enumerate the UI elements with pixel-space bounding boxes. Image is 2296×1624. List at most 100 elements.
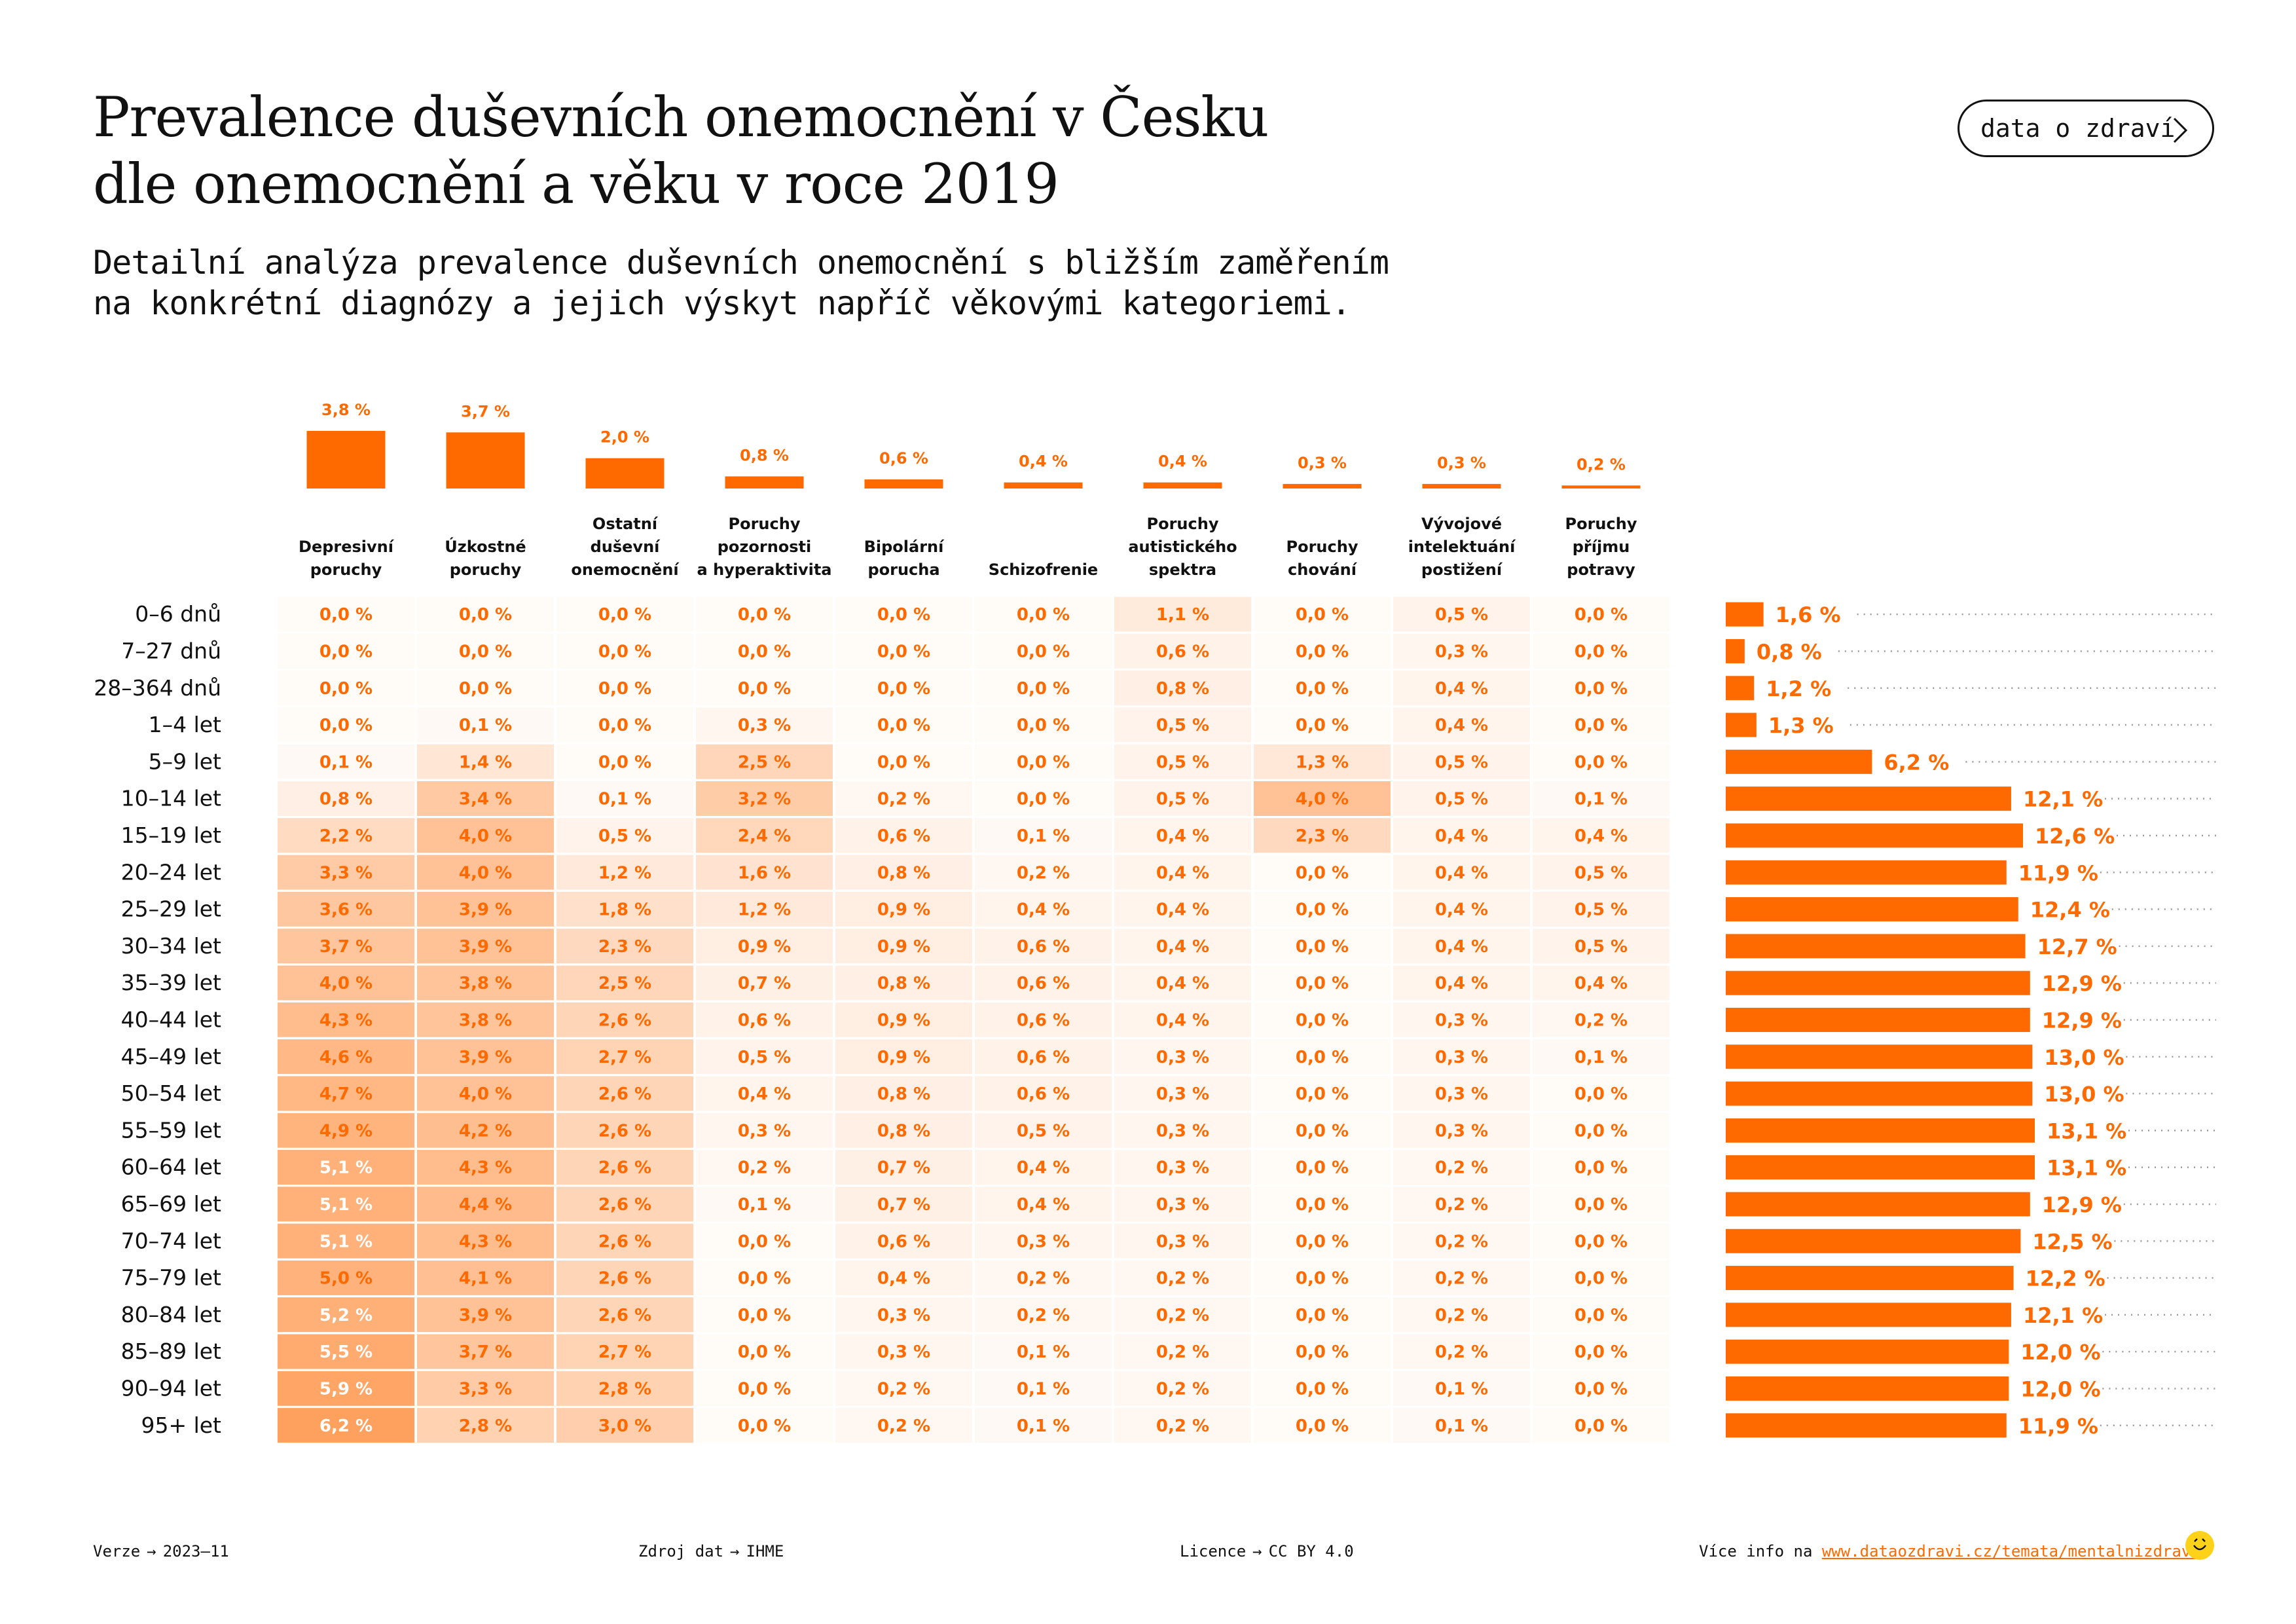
heatmap-cell-value: 0,1 % bbox=[738, 1195, 791, 1215]
heatmap-cell bbox=[1393, 1150, 1530, 1185]
heatmap-cell bbox=[835, 1150, 972, 1185]
heatmap-cell-value: 2,6 % bbox=[598, 1306, 651, 1325]
heatmap-cell bbox=[975, 965, 1112, 1001]
heatmap-cell bbox=[417, 1297, 554, 1333]
heatmap-cell bbox=[1393, 1039, 1530, 1075]
heatmap-cell bbox=[556, 1076, 693, 1111]
heatmap-cell bbox=[1254, 1187, 1391, 1222]
heatmap-cell-value: 3,9 % bbox=[459, 1306, 512, 1325]
heatmap-cell-value: 0,3 % bbox=[1435, 1121, 1488, 1141]
heatmap-cell-value: 0,4 % bbox=[877, 1269, 930, 1289]
diagnosis-total-label: 0,4 % bbox=[1158, 452, 1207, 471]
diagnosis-header-label: chování bbox=[1288, 561, 1358, 579]
diagnosis-total-label: 0,6 % bbox=[879, 449, 928, 468]
age-group-label: 10–14 let bbox=[121, 786, 221, 811]
heatmap-cell bbox=[556, 707, 693, 743]
heatmap-cell-value: 1,6 % bbox=[738, 863, 791, 883]
age-total-bar bbox=[1726, 1339, 2009, 1364]
data-o-zdravi-button[interactable]: data o zdraví bbox=[1958, 100, 2214, 157]
heatmap-cell-value: 0,0 % bbox=[1296, 1048, 1349, 1067]
heatmap-cell bbox=[975, 633, 1112, 669]
heatmap-cell bbox=[1254, 671, 1391, 706]
age-total-bar bbox=[1726, 1118, 2035, 1143]
heatmap-cell bbox=[1114, 965, 1251, 1001]
heatmap-cell bbox=[835, 1408, 972, 1443]
heatmap-cell bbox=[1393, 1297, 1530, 1333]
heatmap-cell bbox=[696, 1260, 833, 1295]
heatmap-cell-value: 0,0 % bbox=[319, 642, 373, 661]
heatmap-cell-value: 0,1 % bbox=[1017, 826, 1070, 846]
title-line-2: dle onemocnění a věku v roce 2019 bbox=[93, 152, 1059, 216]
heatmap-cell-value: 0,0 % bbox=[1296, 605, 1349, 625]
heatmap-cell bbox=[835, 891, 972, 927]
heatmap-cell-value: 0,1 % bbox=[459, 716, 512, 735]
heatmap-cell-value: 0,9 % bbox=[738, 937, 791, 957]
heatmap-cell bbox=[278, 1076, 414, 1111]
page-subtitle: Detailní analýza prevalence duševních on… bbox=[93, 242, 1389, 323]
heatmap-cell-value: 0,0 % bbox=[1296, 1232, 1349, 1251]
heatmap-cell bbox=[1393, 1334, 1530, 1369]
diagnosis-header-label: Schizofrenie bbox=[989, 561, 1098, 579]
source-value: IHME bbox=[746, 1542, 784, 1560]
age-total-label: 12,0 % bbox=[2020, 1340, 2100, 1365]
heatmap-cell bbox=[975, 744, 1112, 779]
heatmap-cell-value: 6,2 % bbox=[319, 1416, 373, 1436]
heatmap-cell bbox=[417, 707, 554, 743]
heatmap-cell-value: 2,2 % bbox=[319, 826, 373, 846]
heatmap-cell bbox=[278, 1223, 414, 1259]
heatmap-cell-value: 0,5 % bbox=[1156, 752, 1209, 772]
heatmap-cell bbox=[556, 1371, 693, 1406]
heatmap-cell bbox=[417, 1260, 554, 1295]
heatmap-cell bbox=[1533, 1408, 1669, 1443]
heatmap-cell-value: 0,0 % bbox=[1575, 716, 1628, 735]
heatmap-cell-value: 0,1 % bbox=[1575, 790, 1628, 809]
heatmap-cell-value: 0,2 % bbox=[1156, 1269, 1209, 1289]
heatmap-cell-value: 0,3 % bbox=[877, 1342, 930, 1362]
heatmap-cell bbox=[835, 633, 972, 669]
heatmap-cell-value: 5,5 % bbox=[319, 1342, 373, 1362]
heatmap-cell-value: 0,4 % bbox=[1435, 974, 1488, 993]
heatmap-cell bbox=[835, 597, 972, 632]
more-info-link[interactable]: www.dataozdravi.cz/temata/mentalnizdravi bbox=[1821, 1542, 2200, 1560]
heatmap-cell bbox=[417, 1408, 554, 1443]
heatmap-cell-value: 0,0 % bbox=[1575, 605, 1628, 625]
heatmap-cell-value: 0,8 % bbox=[877, 1084, 930, 1104]
age-total-label: 13,0 % bbox=[2044, 1082, 2124, 1107]
heatmap-cell-value: 0,6 % bbox=[1156, 642, 1209, 661]
heatmap-cell bbox=[1254, 597, 1391, 632]
heatmap-cell-value: 0,0 % bbox=[1575, 1416, 1628, 1436]
heatmap-cell-value: 0,4 % bbox=[1017, 1195, 1070, 1215]
heatmap-cell bbox=[278, 1260, 414, 1295]
heatmap-cell-value: 0,0 % bbox=[598, 679, 651, 699]
heatmap-cell-value: 4,0 % bbox=[459, 863, 512, 883]
age-total-bar bbox=[1726, 897, 2018, 922]
heatmap-cell-value: 0,6 % bbox=[738, 1010, 791, 1030]
page-title: Prevalence duševních onemocnění v Česku … bbox=[93, 84, 1269, 217]
age-total-bar bbox=[1726, 823, 2023, 848]
heatmap-cell bbox=[1254, 818, 1391, 853]
heatmap-cell-value: 0,2 % bbox=[1435, 1306, 1488, 1325]
heatmap-cell bbox=[1114, 1039, 1251, 1075]
heatmap-cell-value: 3,9 % bbox=[459, 1048, 512, 1067]
heatmap-cell-value: 4,6 % bbox=[319, 1048, 373, 1067]
heatmap-cell-value: 0,6 % bbox=[1017, 974, 1070, 993]
heatmap-cell bbox=[1254, 1223, 1391, 1259]
heatmap-cell bbox=[1393, 707, 1530, 743]
heatmap-cell bbox=[975, 1150, 1112, 1185]
heatmap-cell bbox=[278, 671, 414, 706]
heatmap-cell-value: 3,7 % bbox=[319, 937, 373, 957]
age-group-label: 30–34 let bbox=[121, 933, 221, 959]
age-group-label: 90–94 let bbox=[121, 1375, 221, 1401]
heatmap-cell bbox=[1393, 1408, 1530, 1443]
heatmap-cell bbox=[417, 1113, 554, 1148]
heatmap-cell-value: 0,3 % bbox=[1435, 1010, 1488, 1030]
age-group-label: 95+ let bbox=[141, 1412, 221, 1438]
source-label: Zdroj dat bbox=[638, 1542, 724, 1560]
heatmap-cell bbox=[1254, 1002, 1391, 1037]
heatmap-cell bbox=[696, 818, 833, 853]
heatmap-cell-value: 3,7 % bbox=[459, 1342, 512, 1362]
heatmap-cell bbox=[1114, 1223, 1251, 1259]
heatmap-cell bbox=[1533, 929, 1669, 964]
heatmap-cell-value: 0,0 % bbox=[1575, 1269, 1628, 1289]
heatmap-cell bbox=[1254, 891, 1391, 927]
